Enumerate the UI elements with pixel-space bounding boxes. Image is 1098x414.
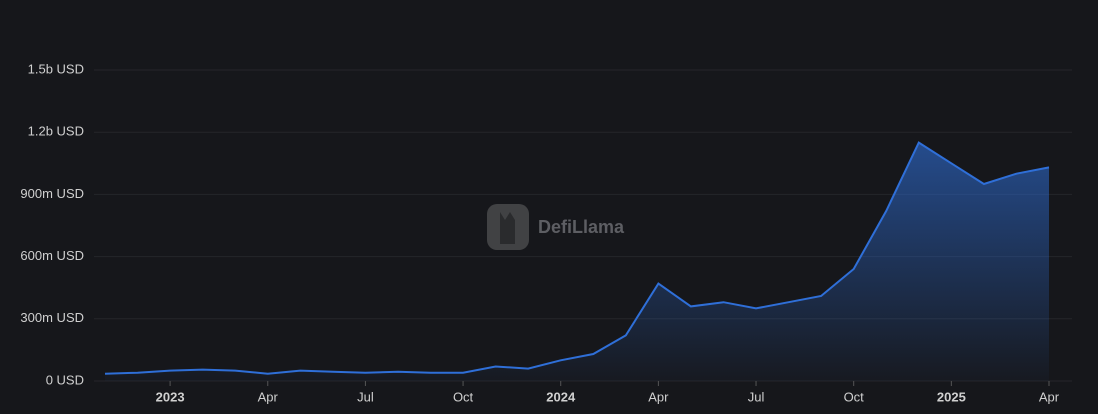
y-tick-label: 1.2b USD: [28, 124, 84, 139]
y-tick-label: 600m USD: [20, 248, 84, 263]
line: [104, 141, 1050, 375]
y-tick-label: 900m USD: [20, 186, 84, 201]
x-tick-label: 2023: [156, 389, 185, 404]
area: [105, 142, 1049, 381]
x-tick-label: Oct: [453, 389, 474, 404]
x-tick-label: Jul: [357, 389, 374, 404]
x-tick-label: Apr: [258, 389, 279, 404]
x-tick-label: Jul: [748, 389, 765, 404]
y-tick-label: 1.5b USD: [28, 61, 84, 76]
x-tick-label: 2024: [546, 389, 576, 404]
watermark: DefiLlama: [538, 217, 625, 237]
x-tick-label: Oct: [844, 389, 865, 404]
x-tick-label: Apr: [648, 389, 669, 404]
y-tick-label: 0 USD: [46, 372, 84, 387]
watermark-logo: [487, 204, 529, 250]
x-tick-label: 2025: [937, 389, 966, 404]
y-tick-label: 300m USD: [20, 310, 84, 325]
x-tick-label: Apr: [1039, 389, 1060, 404]
